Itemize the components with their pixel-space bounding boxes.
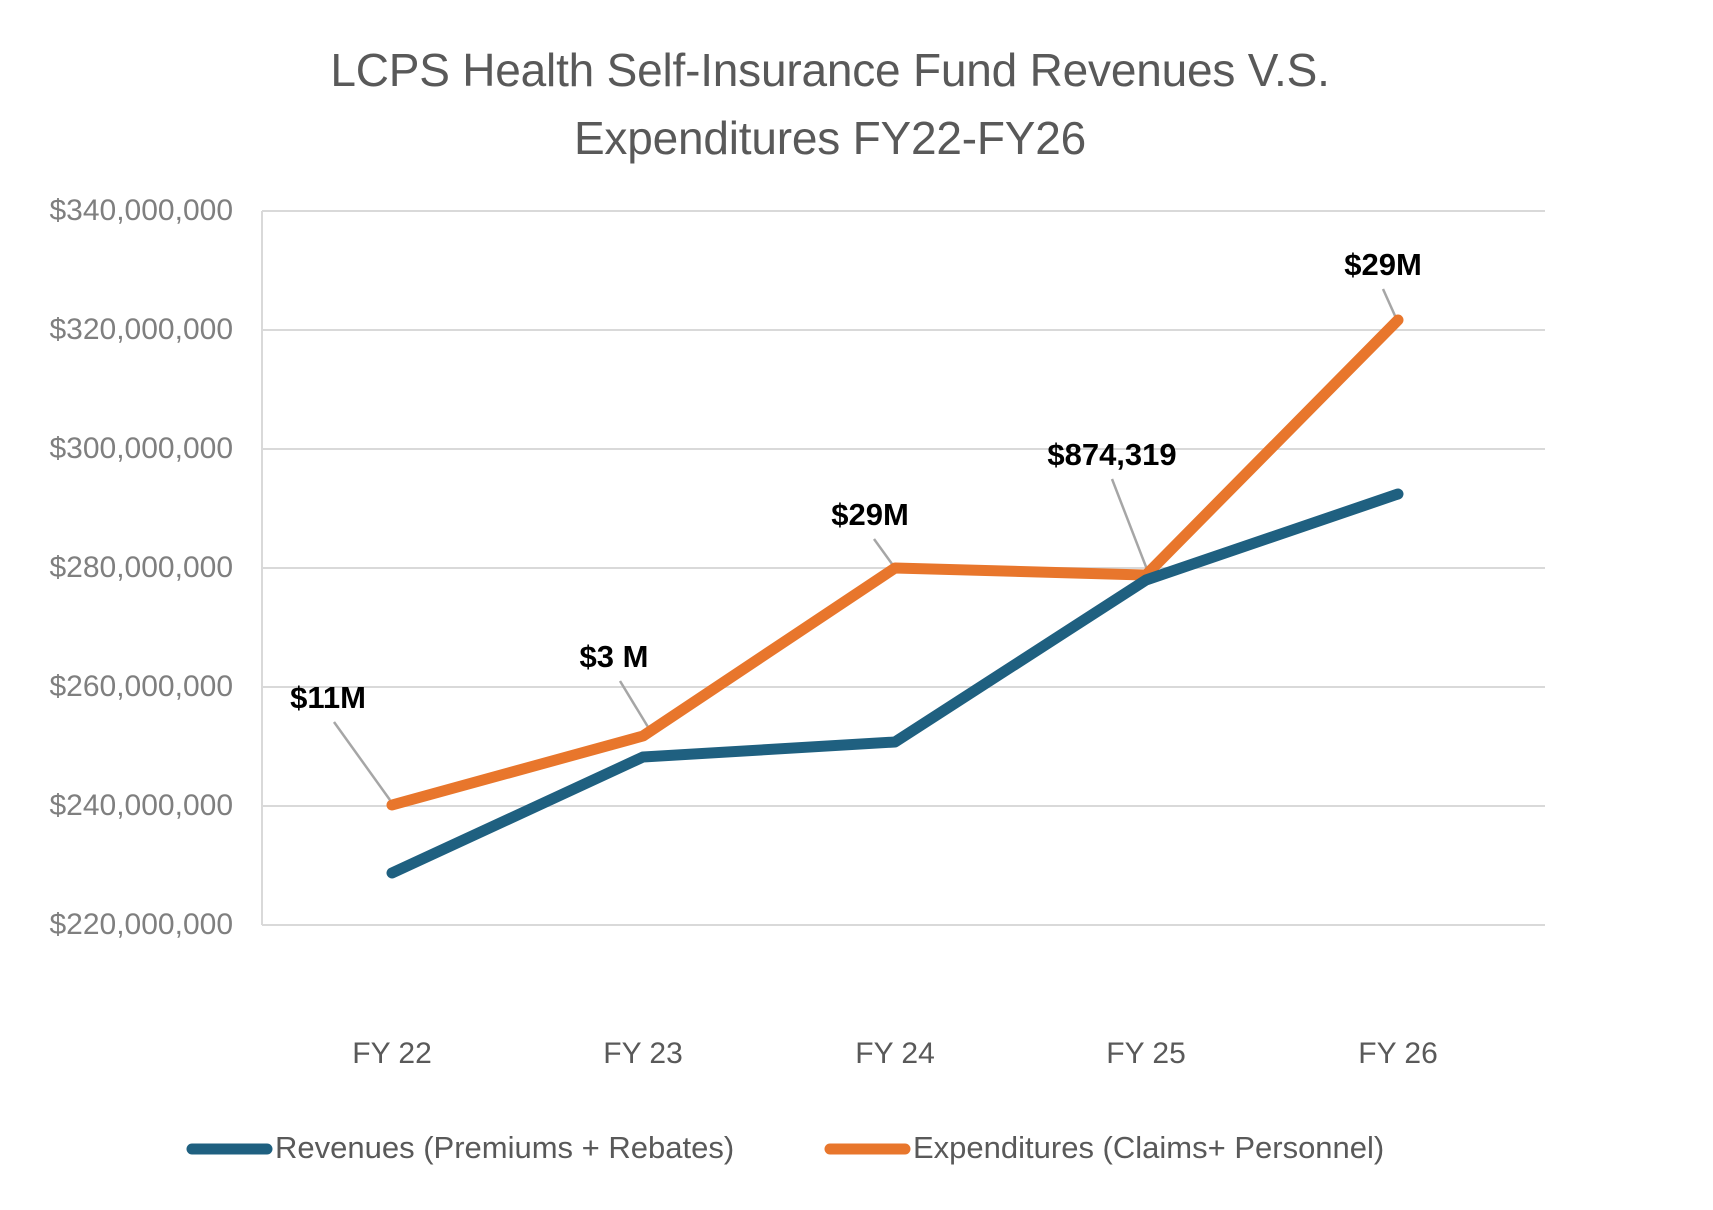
x-tick-label-fy24: FY 24 [855, 1037, 935, 1070]
chart-title-line-2: Expenditures FY22-FY26 [573, 112, 1087, 165]
x-tick-label-fy22: FY 22 [352, 1037, 432, 1070]
y-tick-label: $240,000,000 [49, 789, 233, 822]
y-axis-tick-labels: $340,000,000 $320,000,000 $300,000,000 $… [49, 194, 233, 941]
y-tick-label: $280,000,000 [49, 551, 233, 584]
leader-line-fy26 [1381, 288, 1398, 319]
callout-leader-lines [332, 288, 1398, 801]
x-tick-label-fy26: FY 26 [1358, 1037, 1438, 1070]
series-line-revenues [386, 488, 1404, 879]
leader-line-fy25 [1110, 478, 1150, 573]
legend-label-expenditures: Expenditures (Claims+ Personnel) [913, 1130, 1384, 1165]
y-tick-label: $260,000,000 [49, 670, 233, 703]
y-tick-label: $220,000,000 [49, 908, 233, 941]
callout-label-fy23: $3 M [580, 639, 649, 674]
chart-title-line-1: LCPS Health Self-Insurance Fund Revenues… [330, 44, 1330, 96]
x-axis-tick-labels: FY 22 FY 23 FY 24 FY 25 FY 26 [352, 1037, 1438, 1070]
callout-label-fy25: $874,319 [1047, 437, 1176, 472]
y-tick-label: $320,000,000 [49, 313, 233, 346]
callout-label-fy22: $11M [290, 680, 366, 715]
chart-title: LCPS Health Self-Insurance Fund Revenues… [180, 36, 1480, 172]
leader-line-fy22 [332, 721, 392, 801]
leader-line-fy24 [872, 538, 897, 569]
callout-labels: $11M $3 M $29M $874,319 $29M [290, 247, 1422, 715]
y-tick-label: $340,000,000 [49, 194, 233, 227]
legend-label-revenues: Revenues (Premiums + Rebates) [275, 1130, 734, 1165]
callout-label-fy24: $29M [831, 497, 909, 532]
x-tick-label-fy25: FY 25 [1106, 1037, 1186, 1070]
gridlines [262, 210, 1545, 926]
callout-label-fy26: $29M [1344, 247, 1422, 282]
y-tick-label: $300,000,000 [49, 432, 233, 465]
leader-line-fy23 [618, 680, 650, 728]
x-tick-label-fy23: FY 23 [603, 1037, 683, 1070]
chart-legend: Revenues (Premiums + Rebates) Expenditur… [186, 1130, 1384, 1165]
series-line-expenditures [386, 314, 1404, 811]
